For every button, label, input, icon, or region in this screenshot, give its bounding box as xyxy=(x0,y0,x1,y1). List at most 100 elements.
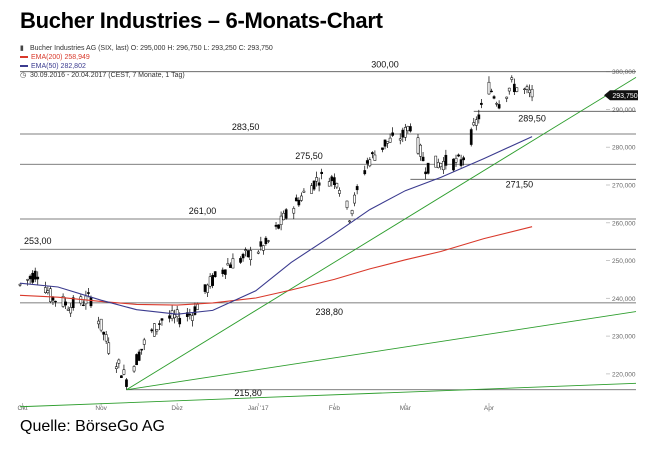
candle-body xyxy=(168,315,171,319)
candle-body xyxy=(221,269,225,274)
candle-body xyxy=(61,296,65,307)
candle-body xyxy=(153,323,156,337)
candle-body xyxy=(274,224,278,227)
candle-body xyxy=(310,185,313,194)
candles-group xyxy=(18,75,534,390)
candle-body xyxy=(120,375,123,378)
candle-body xyxy=(497,104,501,109)
candles-icon: ▮ xyxy=(20,45,24,52)
candle-body xyxy=(241,253,245,259)
candle-body xyxy=(297,199,301,206)
candle-body xyxy=(213,271,217,277)
candle-body xyxy=(368,159,372,167)
x-tick-label: Nov xyxy=(95,405,107,412)
candle-body xyxy=(383,139,387,147)
candle-body xyxy=(18,283,22,286)
candle-body xyxy=(391,132,394,136)
candle-body xyxy=(114,366,118,370)
trend-line xyxy=(126,311,637,391)
chart-title: Bucher Industries – 6-Monats-Chart xyxy=(20,8,383,33)
candle-body xyxy=(292,208,296,214)
candle-body xyxy=(338,190,341,194)
candle-body xyxy=(246,250,250,258)
ema-line xyxy=(19,136,533,315)
candle-body xyxy=(320,171,324,174)
candle-body xyxy=(523,88,526,90)
candle-body xyxy=(54,300,57,303)
candle-body xyxy=(229,264,232,268)
candle-body xyxy=(457,154,460,157)
candle-body xyxy=(495,103,498,105)
candle-body xyxy=(122,369,126,375)
y-tick-label: 230,000 xyxy=(612,334,636,341)
candle-body xyxy=(203,284,207,292)
source-caption: Quelle: BörseGo AG xyxy=(20,418,165,435)
candle-body xyxy=(381,147,384,150)
candle-body xyxy=(312,180,316,190)
candle-body xyxy=(474,119,478,126)
legend-period: ◷ 30.09.2016 - 20.04.2017 (CEST, 7 Monate… xyxy=(20,71,273,80)
candle-body xyxy=(371,152,374,155)
candle-body xyxy=(434,155,438,168)
candle-body xyxy=(416,137,420,154)
candle-body xyxy=(206,284,209,293)
candle-body xyxy=(459,159,463,166)
legend-ema200-text: EMA(200) 258,949 xyxy=(31,54,90,61)
candle-body xyxy=(528,89,531,94)
candle-body xyxy=(373,154,377,161)
candle-body xyxy=(350,210,354,215)
clock-icon: ◷ xyxy=(20,72,27,79)
candle-body xyxy=(472,122,476,126)
candle-body xyxy=(426,162,430,174)
x-tick-label: Okt xyxy=(17,405,27,412)
candle-body xyxy=(226,263,230,266)
ema200-swatch xyxy=(20,56,28,59)
x-tick-label: Jan '17 xyxy=(248,405,269,412)
ema-line xyxy=(19,226,533,306)
candle-body xyxy=(244,249,247,251)
candle-body xyxy=(97,320,100,325)
candle-body xyxy=(155,328,159,332)
legend-ema50-text: EMA(50) 282,802 xyxy=(31,63,86,70)
candle-body xyxy=(26,279,29,281)
candle-body xyxy=(462,157,465,161)
candle-body xyxy=(102,331,106,335)
candle-body xyxy=(487,81,491,95)
candle-body xyxy=(256,251,260,254)
candle-body xyxy=(89,297,93,307)
level-label: 275,50 xyxy=(295,151,323,161)
candle-body xyxy=(117,359,121,364)
level-label: 253,00 xyxy=(24,236,52,246)
y-tick-label: 280,000 xyxy=(612,145,636,152)
level-label: 215,80 xyxy=(234,388,262,398)
candle-body xyxy=(262,245,265,251)
ema50-swatch xyxy=(20,65,28,68)
level-label: 238,80 xyxy=(316,307,344,317)
candle-body xyxy=(419,144,422,157)
candle-body xyxy=(196,304,199,310)
candle-body xyxy=(353,194,356,204)
candle-body xyxy=(175,309,179,318)
candle-body xyxy=(31,272,35,283)
candle-body xyxy=(348,220,351,223)
candle-body xyxy=(135,354,138,366)
candle-body xyxy=(66,308,70,311)
candle-body xyxy=(302,190,306,193)
candle-body xyxy=(99,318,103,331)
y-tick-label: 250,000 xyxy=(612,258,636,265)
candle-body xyxy=(282,212,285,221)
candle-body xyxy=(160,318,164,321)
candle-body xyxy=(107,342,111,354)
candle-body xyxy=(477,114,481,120)
candle-body xyxy=(43,287,47,293)
y-tick-label: 300,000 xyxy=(612,69,636,76)
candle-body xyxy=(104,334,108,342)
candle-body xyxy=(469,129,473,145)
candle-body xyxy=(178,317,182,325)
candle-body xyxy=(239,258,242,263)
candle-body xyxy=(335,183,339,188)
candle-body xyxy=(284,209,288,219)
candle-body xyxy=(191,315,194,321)
level-label: 300,00 xyxy=(371,60,399,70)
